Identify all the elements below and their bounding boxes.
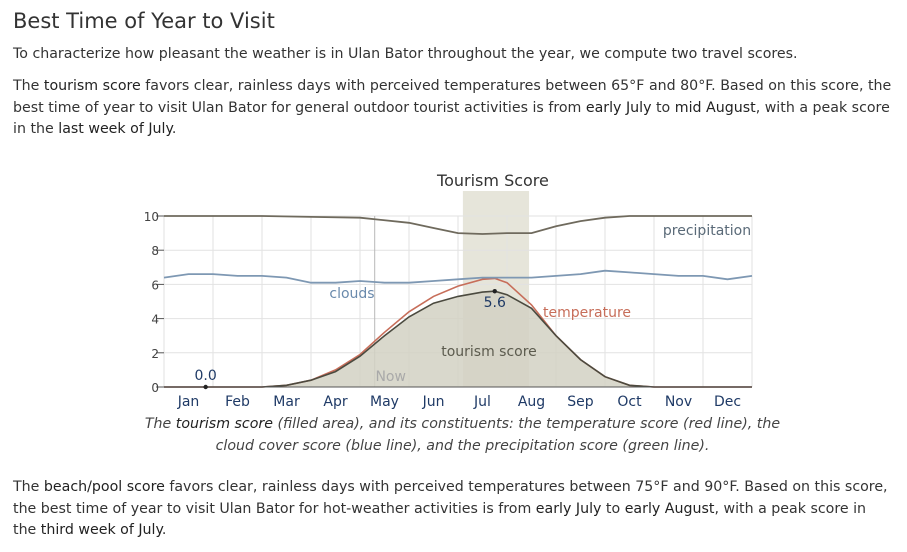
y-tick-label: 2 bbox=[151, 347, 159, 361]
x-tick-label: May bbox=[370, 394, 399, 410]
y-tick-label: 10 bbox=[144, 210, 159, 224]
caption-tourism-term: tourism score bbox=[175, 416, 273, 432]
chart-caption: The tourism score (filled area), and its… bbox=[144, 416, 781, 454]
precipitation-score-line bbox=[164, 215, 752, 235]
y-tick-label: 0 bbox=[151, 381, 159, 395]
y-tick-label: 6 bbox=[151, 278, 159, 292]
x-tick-label: Dec bbox=[714, 394, 741, 410]
chart-title: Tourism Score bbox=[436, 171, 549, 190]
beach-peak-period: third week of July bbox=[40, 522, 162, 538]
max-score-point bbox=[492, 289, 497, 294]
y-tick-label: 4 bbox=[151, 313, 159, 327]
beach-score-paragraph: The beach/pool score favors clear, rainl… bbox=[13, 479, 888, 538]
precipitation-label: precipitation bbox=[663, 223, 751, 239]
min-score-point bbox=[203, 384, 208, 390]
clouds-score-line bbox=[163, 269, 753, 284]
x-tick-label: Feb bbox=[225, 394, 250, 410]
intro-paragraph: To characterize how pleasant the weather… bbox=[13, 46, 798, 62]
beach-best-end: early August bbox=[624, 500, 715, 517]
x-tick-label: Jul bbox=[473, 394, 491, 410]
x-tick-label: Jun bbox=[422, 394, 445, 410]
x-tick-label: Jan bbox=[177, 394, 200, 410]
best-start: early July bbox=[585, 99, 652, 116]
x-tick-label: Sep bbox=[567, 394, 594, 410]
page-title: Best Time of Year to Visit bbox=[13, 9, 275, 33]
tourism-score-label: tourism score bbox=[441, 344, 537, 360]
max-score-label: 5.6 bbox=[484, 295, 506, 311]
temperature-label: temperature bbox=[543, 305, 631, 321]
tourism-score-line bbox=[164, 290, 752, 388]
beach-score-term: beach/pool score bbox=[43, 479, 165, 495]
min-score-label: 0.0 bbox=[195, 368, 217, 384]
x-tick-label: Apr bbox=[323, 394, 347, 410]
best-end: mid August bbox=[674, 99, 756, 116]
y-tick-label: 8 bbox=[151, 244, 159, 258]
clouds-label: clouds bbox=[329, 286, 374, 302]
tourism-score-paragraph: The tourism score favors clear, rainless… bbox=[13, 78, 892, 137]
peak-period: last week of July bbox=[58, 121, 172, 137]
now-label: Now bbox=[375, 369, 406, 385]
x-tick-label: Oct bbox=[617, 394, 642, 410]
x-tick-label: Mar bbox=[273, 394, 300, 410]
x-tick-label: Nov bbox=[665, 394, 692, 410]
beach-best-start: early July bbox=[535, 500, 602, 517]
tourism-score-term: tourism score bbox=[43, 78, 141, 94]
x-tick-label: Aug bbox=[518, 394, 545, 410]
tourism-score-area bbox=[164, 291, 752, 387]
